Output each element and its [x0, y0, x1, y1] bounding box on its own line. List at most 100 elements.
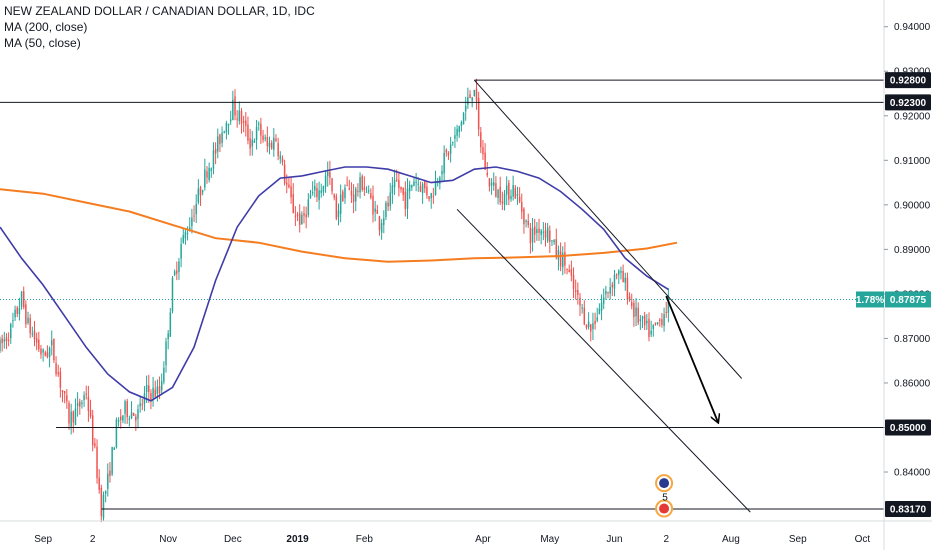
candle-body — [656, 322, 659, 324]
x-tick-label: Jun — [606, 534, 622, 545]
candle-body — [221, 132, 223, 143]
candle-body — [262, 135, 264, 141]
price-axis[interactable]: 0.840000.850000.860000.870000.880000.890… — [856, 22, 931, 517]
candle-body — [514, 187, 517, 199]
candle-body — [74, 408, 77, 425]
candle-body — [630, 302, 633, 307]
candle-body — [126, 401, 128, 418]
candle-body — [363, 187, 366, 190]
candle-body — [268, 142, 271, 148]
candle-body — [329, 171, 331, 178]
candle-body — [348, 188, 351, 190]
candle-body — [122, 415, 124, 421]
candle-body — [96, 446, 98, 478]
candle-body — [322, 186, 325, 192]
candle-body — [264, 137, 266, 139]
candle-body — [273, 137, 275, 150]
candle-body — [344, 187, 346, 199]
candle-body — [208, 167, 210, 180]
y-tick-label: 0.90000 — [894, 200, 931, 211]
candle-body — [1, 338, 3, 344]
candle-body — [242, 121, 245, 123]
candle-body — [426, 186, 428, 196]
candle-body — [518, 196, 521, 202]
candle-body — [238, 110, 241, 122]
candle-body — [359, 177, 361, 193]
candle-body — [66, 395, 68, 402]
candle-body — [430, 193, 432, 199]
candle-body — [583, 307, 586, 325]
candle-body — [132, 412, 135, 416]
candle-body — [404, 191, 407, 210]
candle-body — [245, 120, 247, 126]
candle-body — [398, 180, 400, 189]
candle-body — [577, 290, 579, 295]
candle-body — [117, 419, 120, 422]
candle-body — [421, 184, 424, 194]
candle-body — [145, 385, 148, 392]
level-price-tag — [885, 500, 931, 517]
candle-body — [234, 96, 236, 116]
candle-body — [469, 94, 471, 98]
candle-body — [167, 333, 169, 340]
candle-body — [270, 142, 273, 149]
candle-body — [408, 184, 411, 192]
candle-body — [333, 194, 335, 198]
candle-body — [585, 324, 588, 328]
candle-body — [72, 411, 75, 423]
candle-body — [286, 182, 288, 185]
candle-body — [240, 110, 243, 124]
candle-body — [395, 179, 398, 181]
candle-body — [158, 386, 161, 393]
candle-body — [301, 214, 303, 225]
candle-body — [613, 274, 616, 289]
candle-body — [7, 339, 10, 342]
candle-body — [249, 138, 251, 149]
candle-body — [393, 179, 396, 188]
candle-body — [331, 178, 333, 192]
candle-body — [119, 416, 122, 420]
candle-body — [281, 158, 284, 163]
candle-body — [501, 201, 504, 204]
candle-body — [590, 324, 592, 332]
candle-body — [605, 290, 607, 295]
candle-body — [495, 183, 497, 197]
candle-body — [639, 319, 642, 322]
candle-body — [419, 186, 422, 192]
candle-body — [447, 152, 450, 156]
candle-body — [376, 210, 379, 214]
candle-body — [424, 181, 426, 189]
candle-body — [311, 192, 314, 194]
candle-body — [160, 381, 163, 391]
time-axis[interactable]: Sep 2 Nov Dec 2019 Feb Apr May Jun 2 Aug Sep Oct — [34, 534, 870, 545]
candle-body — [540, 230, 542, 235]
candle-body — [42, 349, 44, 353]
candle-body — [531, 228, 534, 243]
candle-body — [346, 185, 348, 187]
candle-body — [10, 324, 12, 339]
candle-body — [611, 284, 614, 288]
candle-body — [654, 322, 657, 325]
candle-body — [91, 415, 94, 446]
candle-body — [48, 347, 51, 358]
candle-body — [232, 99, 234, 121]
candle-body — [454, 135, 456, 139]
candle-body — [637, 307, 639, 323]
candle-body — [89, 409, 92, 417]
candle-body — [574, 290, 577, 292]
event-count: 5 — [662, 493, 668, 504]
candle-body — [659, 319, 661, 321]
candle-body — [178, 261, 180, 272]
candle-body — [163, 367, 165, 382]
candle-body — [352, 194, 355, 203]
candle-body — [111, 447, 113, 475]
candle-body — [320, 190, 323, 194]
candle-body — [536, 229, 538, 234]
candle-body — [492, 182, 495, 186]
candle-body — [197, 188, 200, 203]
candle-body — [652, 324, 655, 329]
candle-body — [415, 181, 417, 183]
candle-body — [434, 181, 437, 196]
candle-body — [193, 215, 195, 217]
